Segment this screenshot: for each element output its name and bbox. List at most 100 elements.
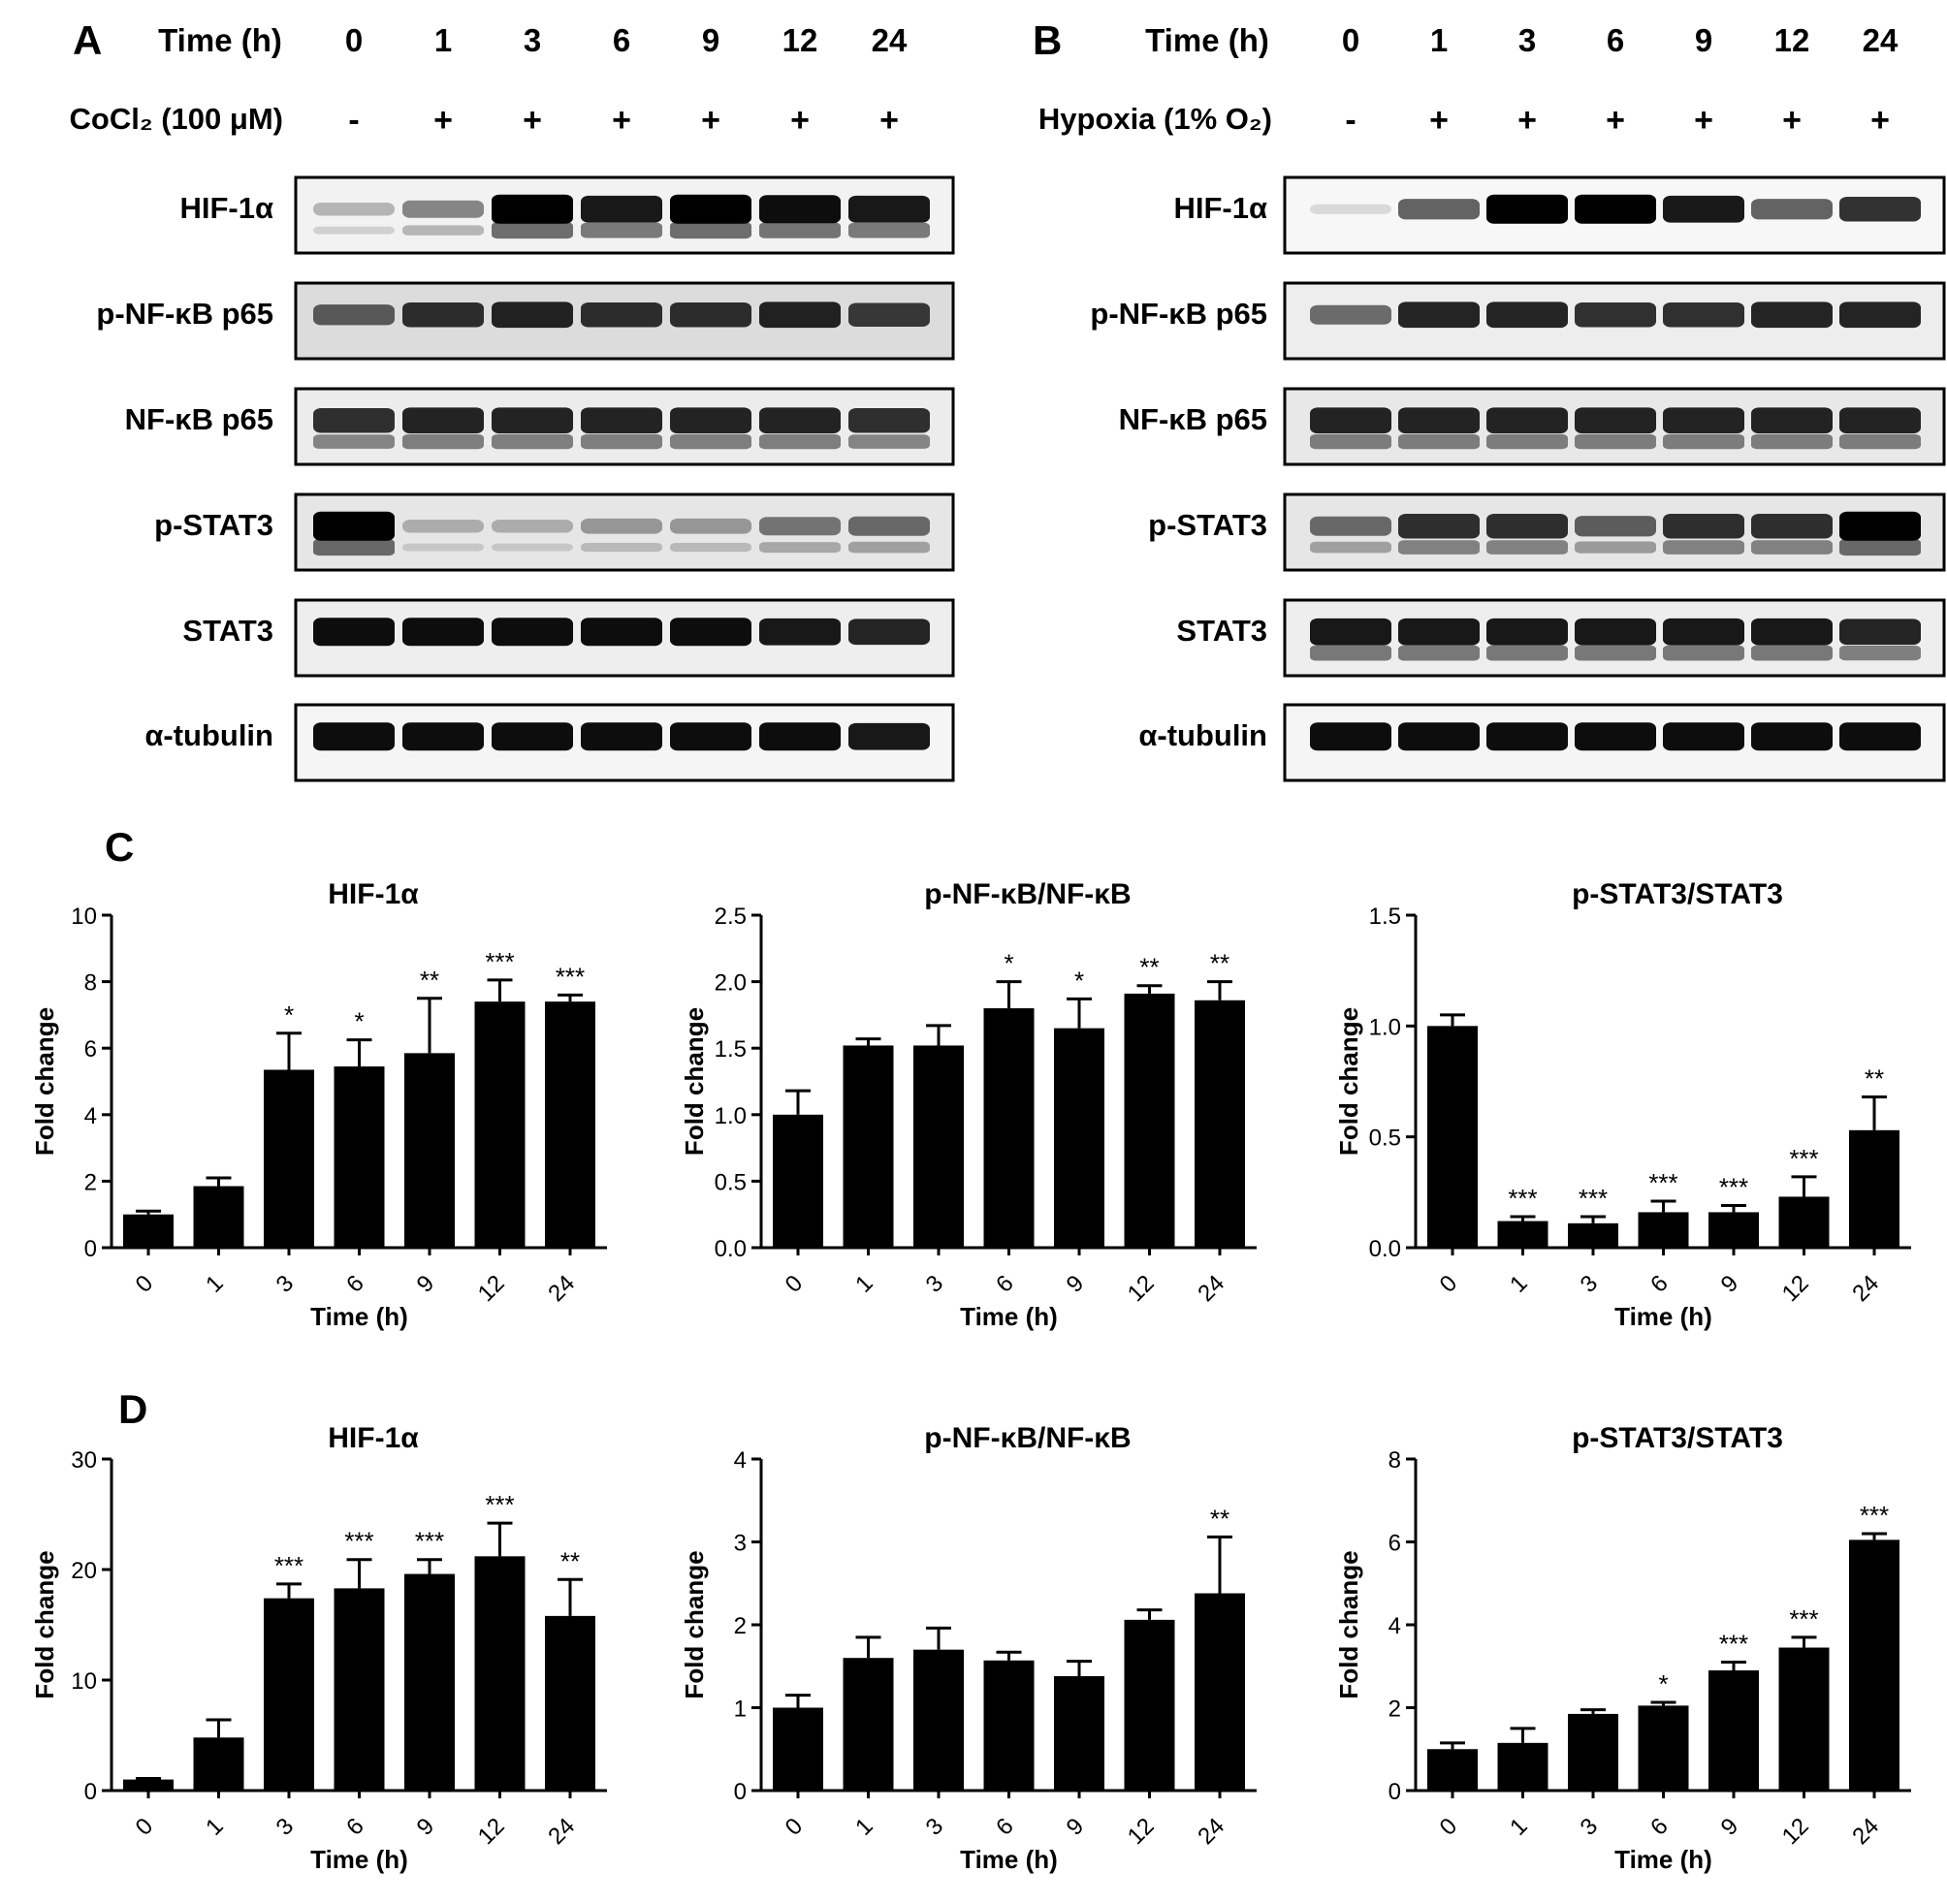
significance-mark: *** bbox=[485, 947, 514, 976]
chart-title: p-NF-κB/NF-κB bbox=[924, 878, 1131, 910]
x-axis-label: Time (h) bbox=[1614, 1845, 1712, 1874]
significance-mark: *** bbox=[1579, 1184, 1608, 1213]
bar bbox=[1778, 1196, 1830, 1248]
blot-band bbox=[1310, 304, 1391, 325]
blot-band bbox=[1839, 407, 1921, 434]
bar bbox=[404, 1573, 455, 1791]
y-tick-label: 30 bbox=[71, 1447, 97, 1474]
blot-band-lower bbox=[1575, 541, 1656, 554]
significance-mark: * bbox=[1074, 966, 1084, 995]
x-tick-label: 3 bbox=[271, 1813, 300, 1841]
x-tick-label: 9 bbox=[1716, 1813, 1744, 1841]
x-tick-label: 9 bbox=[1062, 1270, 1090, 1298]
bar bbox=[474, 1001, 526, 1248]
y-tick-label: 2 bbox=[734, 1613, 747, 1639]
blot-band bbox=[492, 618, 573, 647]
y-axis-label: Fold change bbox=[30, 1550, 59, 1698]
bar bbox=[123, 1214, 174, 1248]
time-header-value: 3 bbox=[524, 22, 541, 58]
y-tick-label: 8 bbox=[1388, 1447, 1401, 1474]
blot-band bbox=[402, 301, 484, 328]
bar bbox=[193, 1186, 244, 1248]
blot-band bbox=[670, 518, 751, 534]
significance-mark: *** bbox=[274, 1551, 303, 1580]
y-tick-label: 0 bbox=[1388, 1779, 1401, 1805]
bar bbox=[264, 1598, 314, 1791]
y-tick-label: 6 bbox=[1388, 1531, 1401, 1557]
significance-mark: *** bbox=[1719, 1629, 1748, 1658]
blot-band bbox=[670, 301, 751, 328]
blot-band-lower bbox=[1486, 540, 1568, 555]
bar bbox=[264, 1069, 314, 1248]
treatment-mark: + bbox=[1870, 102, 1890, 139]
significance-mark: * bbox=[284, 1000, 294, 1030]
blot-band bbox=[1310, 407, 1391, 434]
blot-band bbox=[1839, 301, 1921, 329]
blot-band bbox=[492, 194, 573, 224]
y-tick-label: 1.5 bbox=[715, 1036, 747, 1063]
blot-band-lower bbox=[1751, 434, 1833, 450]
blot-band bbox=[670, 194, 751, 224]
significance-mark: *** bbox=[344, 1527, 373, 1556]
x-tick-label: 1 bbox=[201, 1270, 229, 1298]
blot-band bbox=[1310, 722, 1391, 751]
blot-band bbox=[402, 200, 484, 218]
bar bbox=[1638, 1705, 1689, 1791]
bar bbox=[1849, 1129, 1899, 1248]
x-tick-label: 3 bbox=[921, 1813, 949, 1841]
blot-band bbox=[1310, 204, 1391, 214]
treatment-mark: + bbox=[1782, 102, 1802, 139]
blot-row-label: HIF-1α bbox=[1173, 191, 1267, 225]
x-tick-label: 0 bbox=[781, 1813, 809, 1841]
y-tick-label: 4 bbox=[734, 1447, 747, 1474]
y-axis-label: Fold change bbox=[1334, 1550, 1363, 1698]
x-tick-label: 9 bbox=[412, 1270, 440, 1298]
bar bbox=[1054, 1028, 1104, 1248]
blot-band bbox=[848, 407, 930, 433]
x-tick-label: 3 bbox=[271, 1270, 300, 1298]
time-header-value: 1 bbox=[434, 22, 452, 58]
blot-band-lower bbox=[848, 434, 930, 449]
blot-band bbox=[1663, 513, 1744, 539]
y-tick-label: 0 bbox=[84, 1236, 97, 1262]
blot-band bbox=[1486, 407, 1568, 434]
significance-mark: * bbox=[1004, 949, 1013, 978]
x-tick-label: 3 bbox=[1576, 1270, 1604, 1298]
y-tick-label: 0 bbox=[734, 1779, 747, 1805]
significance-mark: ** bbox=[1210, 1504, 1229, 1533]
blot-band bbox=[492, 301, 573, 329]
blot-band bbox=[402, 520, 484, 533]
treatment-mark: - bbox=[348, 102, 359, 139]
x-tick-label: 6 bbox=[1645, 1813, 1674, 1841]
blot-band bbox=[313, 722, 395, 751]
significance-mark: *** bbox=[485, 1490, 514, 1519]
x-tick-label: 0 bbox=[1435, 1270, 1463, 1298]
blot-band bbox=[492, 520, 573, 533]
x-tick-label: 1 bbox=[201, 1813, 229, 1841]
blot-band-lower bbox=[581, 222, 662, 238]
blot-band-lower bbox=[1663, 540, 1744, 555]
blot-band-lower bbox=[759, 222, 841, 238]
blot-band bbox=[848, 302, 930, 328]
blot-band bbox=[1486, 722, 1568, 751]
y-axis-label: Fold change bbox=[30, 1007, 59, 1156]
y-axis-label: Fold change bbox=[680, 1550, 709, 1698]
blot-band-lower bbox=[1398, 645, 1480, 661]
x-tick-label: 1 bbox=[850, 1813, 878, 1841]
x-tick-label: 24 bbox=[1847, 1813, 1884, 1850]
blot-band bbox=[1575, 618, 1656, 646]
blot-row-label: NF-κB p65 bbox=[125, 402, 273, 436]
bar bbox=[843, 1658, 894, 1791]
bar bbox=[334, 1066, 385, 1248]
bar bbox=[1427, 1026, 1478, 1248]
bar bbox=[1638, 1212, 1689, 1248]
blot-band-lower bbox=[1839, 434, 1921, 450]
bar bbox=[773, 1114, 823, 1248]
treatment-label: CoCl₂ (100 μM) bbox=[70, 102, 283, 136]
y-axis-label: Fold change bbox=[680, 1007, 709, 1156]
blot-band bbox=[1575, 301, 1656, 328]
blot-row-label: STAT3 bbox=[182, 614, 273, 648]
blot-band bbox=[759, 517, 841, 536]
significance-mark: ** bbox=[560, 1546, 580, 1575]
chart-title: HIF-1α bbox=[328, 878, 419, 910]
